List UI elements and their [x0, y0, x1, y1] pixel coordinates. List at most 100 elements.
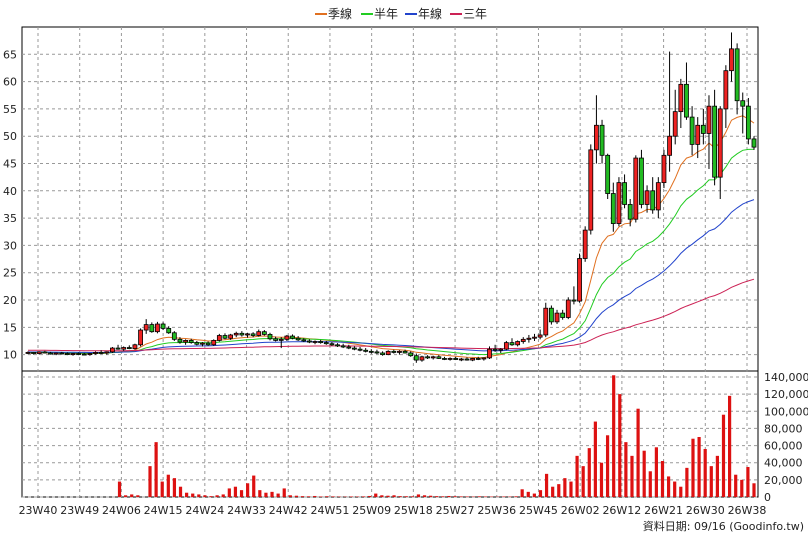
- candle-body: [644, 190, 650, 205]
- candle-body: [216, 335, 222, 341]
- volume-bar: [154, 442, 158, 497]
- volume-bar: [502, 496, 506, 497]
- volume-bar: [575, 455, 579, 497]
- candle-body: [588, 149, 594, 231]
- volume-bar: [203, 495, 207, 497]
- candle-body: [256, 331, 262, 336]
- candle-body: [391, 350, 397, 353]
- volume-bar: [526, 491, 530, 497]
- price-tick-label: 15: [3, 321, 17, 334]
- volume-bar: [185, 492, 189, 497]
- volume-bar: [544, 473, 549, 497]
- volume-bar: [599, 462, 604, 497]
- candle-body: [267, 334, 273, 340]
- x-tick-label: 25W18: [394, 504, 433, 517]
- price-tick-label: 60: [3, 76, 17, 89]
- volume-bar: [721, 414, 726, 497]
- price-tick-label: 10: [3, 349, 17, 362]
- volume-bar: [605, 435, 610, 497]
- candle-body: [70, 353, 76, 356]
- candles: [25, 32, 757, 363]
- candle-body: [250, 333, 256, 336]
- volume-bar: [691, 438, 695, 497]
- volume-bar: [477, 496, 482, 497]
- candle-body: [340, 345, 346, 348]
- candle-body: [560, 312, 566, 318]
- candle-body: [565, 299, 571, 318]
- volume-bar: [630, 455, 634, 497]
- volume-bar: [130, 494, 134, 497]
- x-tick-label: 24W42: [269, 504, 308, 517]
- volume-bar: [246, 483, 250, 497]
- candle-body: [222, 335, 228, 339]
- x-tick-label: 24W51: [311, 504, 350, 517]
- candle-body: [228, 334, 234, 339]
- candle-body: [284, 335, 290, 340]
- volume-bar: [483, 496, 488, 497]
- candle-body: [442, 358, 447, 360]
- volume-bar: [563, 478, 567, 497]
- candle-body: [143, 324, 149, 331]
- candle-body: [25, 352, 31, 354]
- candle-body: [149, 324, 155, 333]
- x-tick-label: 24W15: [144, 504, 183, 517]
- candle-body: [323, 342, 329, 345]
- candle-body: [481, 357, 487, 360]
- volume-bar: [618, 394, 622, 497]
- price-tick-label: 65: [3, 48, 17, 61]
- candle-body: [36, 351, 42, 354]
- candle-body: [397, 350, 402, 353]
- x-tick-label: 25W27: [436, 504, 475, 517]
- candle-body: [717, 108, 723, 178]
- candle-body: [577, 258, 582, 302]
- candle-body: [464, 358, 470, 361]
- volume-bar: [459, 496, 463, 497]
- volume-bar: [642, 450, 646, 497]
- x-tick-label: 24W33: [227, 504, 266, 517]
- volume-bar: [191, 493, 195, 497]
- price-tick-label: 30: [3, 239, 17, 252]
- volume-bar: [636, 408, 640, 497]
- volume-bar: [416, 494, 421, 497]
- candle-body: [571, 299, 577, 302]
- x-tick-label: 24W24: [185, 504, 224, 517]
- volume-bar: [282, 488, 286, 497]
- candle-body: [729, 48, 734, 72]
- volume-tick-label: 60,000: [764, 440, 803, 453]
- candle-body: [740, 100, 746, 107]
- ma-lines: [27, 115, 755, 359]
- volume-bar: [294, 495, 299, 497]
- candle-body: [594, 124, 599, 151]
- candle-body: [301, 339, 307, 342]
- candle-body: [447, 358, 453, 360]
- volume-tick-label: 40,000: [764, 457, 803, 470]
- x-tick-label: 23W49: [60, 504, 99, 517]
- volume-bar: [624, 442, 628, 497]
- candle-body: [363, 349, 369, 352]
- candle-body: [368, 350, 374, 353]
- volume-bar: [697, 437, 701, 497]
- volume-bar: [331, 496, 335, 497]
- candle-body: [110, 347, 115, 353]
- candle-body: [177, 338, 183, 343]
- candle-body: [357, 348, 363, 351]
- candle-body: [121, 347, 127, 350]
- x-tick-label: 25W09: [352, 504, 391, 517]
- legend-label-0: 季線: [328, 6, 352, 21]
- x-tick-label: 23W40: [19, 504, 58, 517]
- candle-body: [306, 340, 312, 343]
- volume-bar: [422, 495, 427, 497]
- volume-bar: [410, 496, 414, 497]
- volume-bar: [148, 466, 152, 497]
- candle-body: [616, 182, 622, 224]
- candle-body: [53, 352, 59, 355]
- volume-bar: [264, 492, 268, 497]
- candle-body: [166, 328, 172, 334]
- candle-body: [734, 48, 740, 102]
- volume-panel-frame: [21, 370, 759, 498]
- candle-body: [335, 344, 340, 347]
- volume-bar: [325, 496, 329, 497]
- candle-body: [655, 182, 661, 211]
- volume-bar: [215, 495, 219, 497]
- volume-bar: [276, 493, 280, 497]
